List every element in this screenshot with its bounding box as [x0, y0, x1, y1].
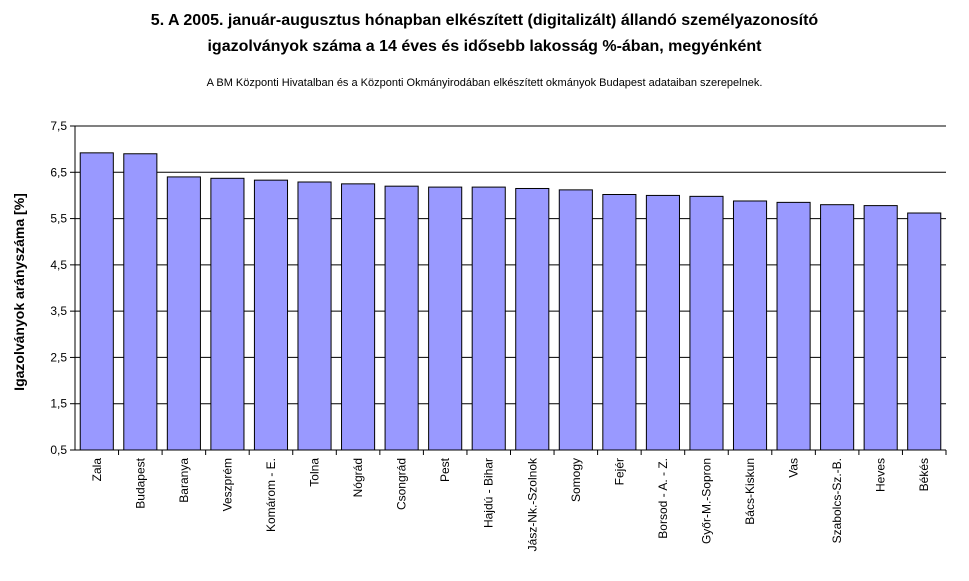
bar	[384, 185, 419, 451]
bar	[602, 194, 637, 451]
y-tick-label: 5,5	[50, 212, 67, 226]
bar	[515, 187, 550, 451]
bar	[558, 189, 593, 451]
bars	[79, 152, 942, 451]
y-tick-label: 1,5	[50, 397, 67, 411]
x-category-label: Nógrád	[351, 458, 365, 497]
x-category-label: Csongrád	[395, 458, 409, 510]
bar	[645, 194, 680, 451]
y-tick-label: 0,5	[50, 443, 67, 457]
x-category-label: Tolna	[308, 458, 322, 487]
chart-subtitle: A BM Központi Hivatalban és a Központi O…	[206, 77, 763, 89]
bar	[732, 200, 768, 451]
x-category-label: Veszprém	[220, 458, 234, 511]
bar	[79, 152, 114, 451]
y-tick-label: 6,5	[50, 165, 67, 179]
x-category-label: Szabolcs-Sz.-B.	[830, 458, 844, 543]
x-category-label: Bács-Kiskun	[743, 458, 757, 525]
bar	[863, 205, 898, 451]
x-category-label: Komárom - E.	[264, 458, 278, 532]
x-category-label: Zala	[90, 458, 104, 482]
bar	[253, 179, 289, 451]
x-category-label: Hajdú - Bihar	[482, 458, 496, 528]
x-category-label: Heves	[874, 458, 888, 492]
x-category-label: Baranya	[177, 458, 191, 503]
bar	[166, 176, 201, 451]
bar	[297, 181, 332, 451]
y-tick-label: 7,5	[50, 119, 67, 133]
bar	[428, 186, 463, 451]
x-category-labels: Zala Budapest Baranya Veszprém Komárom - E. T…	[90, 450, 947, 551]
chart-title-line2: igazolványok száma a 14 éves és idősebb …	[207, 38, 762, 55]
y-axis-label: Igazolványok arányszáma [%]	[11, 193, 27, 391]
chart-title-line1: 5. A 2005. január-augusztus hónapban elk…	[150, 12, 819, 29]
x-category-label: Jász-Nk.-Szolnok	[525, 457, 539, 551]
gridlines	[75, 125, 946, 405]
bar	[123, 153, 158, 451]
bar	[776, 201, 811, 451]
bar	[907, 212, 942, 451]
bar	[820, 204, 855, 451]
x-category-label: Pest	[438, 457, 452, 482]
x-category-label: Vas	[787, 458, 801, 478]
bar	[689, 195, 724, 451]
y-tick-label: 3,5	[50, 304, 67, 318]
x-category-label: Borsod - A. - Z.	[656, 458, 670, 539]
x-category-label: Somogy	[569, 458, 583, 502]
y-tick-label: 2,5	[50, 350, 67, 364]
bar	[471, 186, 506, 451]
y-tick-labels: 0,5 1,5 2,5 3,5 4,5 5,5 6,5 7,5	[50, 119, 75, 457]
axes	[74, 126, 946, 451]
bar	[341, 183, 376, 451]
x-category-label: Győr-M.-Sopron	[699, 458, 713, 544]
bar	[210, 177, 245, 451]
y-tick-label: 4,5	[50, 258, 67, 272]
x-category-label: Fejér	[612, 458, 626, 485]
x-category-label: Békés	[917, 458, 931, 491]
x-category-label: Budapest	[133, 457, 147, 508]
